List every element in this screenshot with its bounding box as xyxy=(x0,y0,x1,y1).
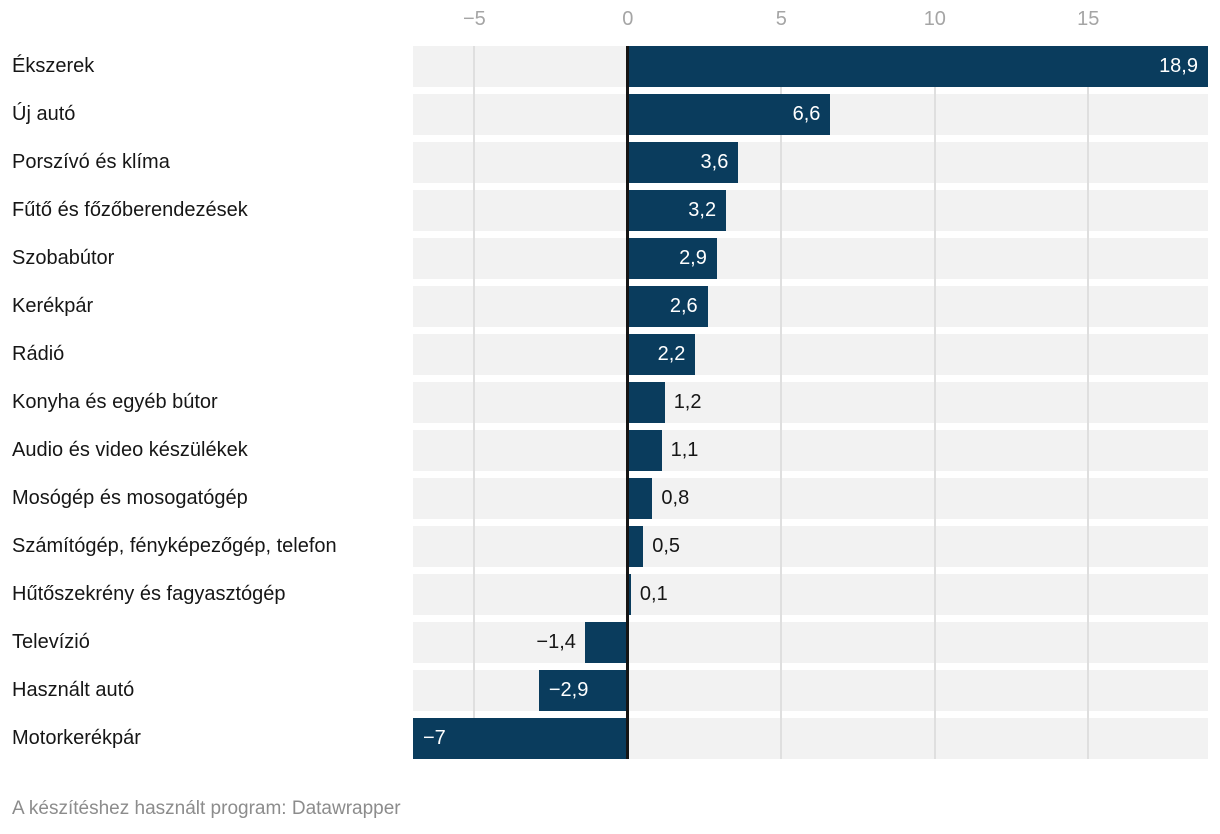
bar xyxy=(627,430,662,471)
category-label: Mosógép és mosogatógép xyxy=(12,487,248,509)
axis-tick-label: 15 xyxy=(1077,8,1100,30)
category-label: Ékszerek xyxy=(12,55,95,77)
bar xyxy=(627,382,665,423)
bar xyxy=(627,46,1208,87)
row-track xyxy=(413,430,1208,471)
row-track xyxy=(413,334,1208,375)
value-label: 2,9 xyxy=(679,247,707,269)
row-track xyxy=(413,622,1208,663)
bar xyxy=(627,478,653,519)
bar xyxy=(627,238,717,279)
category-label: Audio és video készülékek xyxy=(12,439,248,461)
bar xyxy=(627,574,631,615)
row-track xyxy=(413,574,1208,615)
category-label: Használt autó xyxy=(12,679,135,701)
value-label: 18,9 xyxy=(1159,55,1198,77)
value-label: −7 xyxy=(423,727,446,749)
value-label: 0,5 xyxy=(652,535,681,557)
category-label: Hűtőszekrény és fagyasztógép xyxy=(12,583,286,605)
row-track xyxy=(413,286,1208,327)
bar xyxy=(627,142,739,183)
category-label: Szobabútor xyxy=(12,247,115,269)
row-track xyxy=(413,190,1208,231)
value-label: −2,9 xyxy=(548,679,589,701)
value-label: 2,6 xyxy=(669,295,698,317)
category-label: Konyha és egyéb bútor xyxy=(12,391,218,413)
category-label: Számítógép, fényképezőgép, telefon xyxy=(12,535,337,557)
value-label: 0,8 xyxy=(661,487,690,509)
gridline xyxy=(473,46,476,759)
value-label: −1,4 xyxy=(536,631,576,653)
bar xyxy=(627,286,708,327)
category-label: Porszívó és klíma xyxy=(12,151,170,173)
gridline xyxy=(1087,46,1090,759)
value-label: 0,1 xyxy=(639,583,668,605)
gridline xyxy=(780,46,783,759)
row-track xyxy=(413,478,1208,519)
category-label: Kerékpár xyxy=(12,295,94,317)
value-label: 2,2 xyxy=(657,343,686,365)
row-track xyxy=(413,526,1208,567)
bar xyxy=(538,670,628,711)
plot-area: 18,9 6,6 3,6 3,2 2,9 2,6 2,2 1,2 1,1 0,8 0,5 0,1 −1,… xyxy=(413,46,1208,759)
bar xyxy=(627,94,831,135)
value-label: 1,2 xyxy=(673,391,702,413)
value-label: 3,6 xyxy=(700,151,729,173)
bar xyxy=(627,334,696,375)
row-track xyxy=(413,142,1208,183)
bar xyxy=(627,526,644,567)
gridline xyxy=(933,46,936,759)
category-label: Fűtő és főzőberendezések xyxy=(12,199,248,221)
category-label: Televízió xyxy=(12,631,90,653)
value-label: 6,6 xyxy=(792,103,821,125)
bar xyxy=(584,622,628,663)
row-track xyxy=(413,238,1208,279)
row-track xyxy=(413,382,1208,423)
category-label: Rádió xyxy=(12,343,65,365)
category-label: Új autó xyxy=(12,103,76,125)
bar xyxy=(413,718,628,759)
bar xyxy=(627,190,727,231)
footer-credit: A készítéshez használt program: Datawrap… xyxy=(12,798,401,819)
axis-tick-label: 10 xyxy=(923,8,946,30)
axis-tick-label: −5 xyxy=(462,8,486,30)
value-label: 3,2 xyxy=(688,199,717,221)
axis-tick-label: 5 xyxy=(775,8,787,30)
axis-tick-label: 0 xyxy=(622,8,634,30)
zero-baseline xyxy=(626,46,630,759)
x-axis: −5 0 5 10 15 xyxy=(0,4,1220,34)
value-label: 1,1 xyxy=(670,439,699,461)
category-label: Motorkerékpár xyxy=(12,727,141,749)
